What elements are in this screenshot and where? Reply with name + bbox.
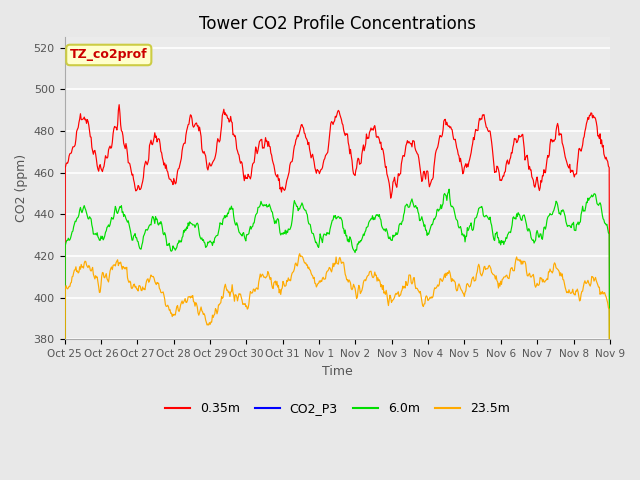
X-axis label: Time: Time [322,365,353,378]
23.5m [211,311,219,317]
0.35m [127,168,135,174]
Line: 6.0m: 6.0m [65,189,610,480]
6.0m [211,235,219,241]
6.0m [419,220,427,226]
Text: TZ_co2prof: TZ_co2prof [70,48,148,61]
23.5m [296,251,303,256]
0.35m [420,168,428,174]
Line: 23.5m: 23.5m [65,253,610,480]
23.5m [404,279,412,285]
0.35m [115,102,123,108]
23.5m [127,279,134,285]
0.35m [212,153,220,158]
0.35m [70,144,78,149]
Line: 0.35m: 0.35m [65,105,610,480]
Legend: 0.35m, CO2_P3, 6.0m, 23.5m: 0.35m, CO2_P3, 6.0m, 23.5m [160,397,515,420]
6.0m [70,221,78,227]
6.0m [445,186,453,192]
Y-axis label: CO2 (ppm): CO2 (ppm) [15,154,28,222]
0.35m [404,140,412,146]
6.0m [182,228,189,233]
6.0m [404,202,412,208]
6.0m [127,228,134,234]
Title: Tower CO2 Profile Concentrations: Tower CO2 Profile Concentrations [199,15,476,33]
0.35m [183,128,191,133]
23.5m [70,267,78,273]
23.5m [182,300,189,305]
23.5m [420,301,428,307]
